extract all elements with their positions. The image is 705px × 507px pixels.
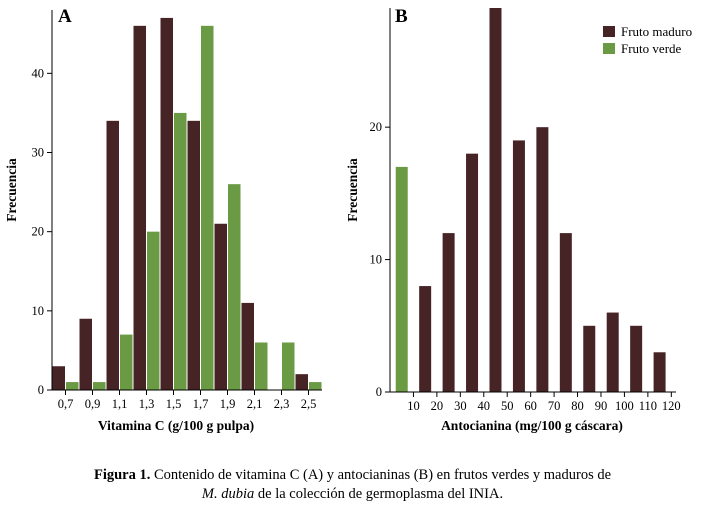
- y-tick-label-a-10: 10: [32, 304, 45, 318]
- legend-swatch-fruto-verde: [603, 43, 615, 54]
- panel-label-b: B: [395, 6, 408, 27]
- figure-caption: Figura 1. Contenido de vitamina C (A) y …: [0, 466, 705, 504]
- x-tick-label-a-0-9: 0,9: [85, 397, 101, 411]
- bar-a-fruto-verde-1-7: [201, 25, 214, 390]
- caption-species: M. dubia: [201, 486, 255, 502]
- figure: A 0,7 0,9 1,1 1,3 1,5 1,7 1,9 2,1 2,3 2,5 0 10 20 30 4…: [4, 6, 692, 433]
- y-tick-label-b-20: 20: [370, 120, 383, 134]
- bar-a-fruto-verde-1-1: [120, 334, 133, 390]
- y-tick-label-a-0: 0: [38, 383, 44, 397]
- legend-label-fruto-maduro: Fruto maduro: [621, 24, 692, 39]
- bar-b-fruto-maduro-55: [512, 140, 525, 392]
- panel-label-a: A: [58, 6, 72, 27]
- caption-line-2: M. dubia de la colección de germoplasma …: [0, 485, 705, 504]
- x-axis-title-b: Antocianina (mg/100 g cáscara): [441, 418, 623, 433]
- bars-a: [52, 17, 322, 391]
- bar-b-fruto-verde-5: [395, 166, 408, 392]
- x-tick-label-b-50: 50: [501, 399, 514, 413]
- x-tick-label-a-2-3: 2,3: [274, 397, 290, 411]
- bar-b-fruto-maduro-105: [630, 325, 643, 392]
- x-tick-label-a-2-1: 2,1: [247, 397, 263, 411]
- x-tick-label-b-20: 20: [431, 399, 444, 413]
- chart-a: A 0,7 0,9 1,1 1,3 1,5 1,7 1,9 2,1 2,3 2,5 0 10 20 30 4…: [4, 6, 322, 433]
- y-tick-label-a-20: 20: [32, 225, 45, 239]
- bar-a-fruto-verde-2-1: [255, 342, 268, 390]
- x-tick-label-a-0-7: 0,7: [58, 397, 74, 411]
- bar-a-fruto-maduro-0-9: [79, 318, 92, 390]
- bar-b-fruto-maduro-85: [583, 325, 596, 392]
- x-tick-label-a-2-5: 2,5: [301, 397, 317, 411]
- x-tick-label-b-10: 10: [407, 399, 420, 413]
- x-tick-label-a-1-9: 1,9: [220, 397, 236, 411]
- bar-b-fruto-maduro-25: [442, 233, 455, 392]
- bar-a-fruto-verde-2-5: [309, 382, 322, 390]
- x-tick-label-b-60: 60: [524, 399, 537, 413]
- x-axis-title-a: Vitamina C (g/100 g pulpa): [98, 418, 254, 433]
- axes-b: 10 20 30 40 50 60 70 80 90 100 110 120 0 10 20: [370, 8, 681, 413]
- y-tick-label-b-10: 10: [370, 253, 383, 267]
- bar-b-fruto-maduro-45: [489, 8, 502, 392]
- x-tick-label-b-110: 110: [639, 399, 657, 413]
- legend-label-fruto-verde: Fruto verde: [621, 41, 682, 56]
- x-tick-label-b-90: 90: [595, 399, 608, 413]
- x-tick-label-b-40: 40: [478, 399, 491, 413]
- bar-a-fruto-verde-0-9: [93, 382, 106, 390]
- y-tick-label-b-0: 0: [376, 385, 382, 399]
- caption-line-1: Figura 1. Contenido de vitamina C (A) y …: [0, 466, 705, 485]
- bar-a-fruto-verde-1-3: [147, 231, 160, 390]
- bar-a-fruto-verde-2-3: [282, 342, 295, 390]
- legend-swatch-fruto-maduro: [603, 26, 615, 37]
- bar-a-fruto-maduro-0-7: [52, 366, 65, 390]
- bar-a-fruto-verde-1-9: [228, 184, 241, 390]
- x-tick-label-b-80: 80: [571, 399, 584, 413]
- x-tick-label-a-1-7: 1,7: [193, 397, 209, 411]
- x-tick-label-b-30: 30: [454, 399, 467, 413]
- bar-a-fruto-maduro-2-5: [295, 374, 308, 390]
- bar-b-fruto-maduro-95: [606, 312, 619, 392]
- bar-b-fruto-maduro-75: [559, 233, 572, 392]
- caption-label: Figura 1.: [93, 467, 151, 483]
- y-tick-label-a-30: 30: [32, 146, 45, 160]
- caption-text-2: de la colección de germoplasma del INIA.: [254, 486, 504, 502]
- bar-b-fruto-maduro-15: [419, 286, 432, 392]
- bar-a-fruto-maduro-1-3: [133, 25, 146, 390]
- bar-a-fruto-maduro-2-1: [241, 302, 254, 390]
- bar-a-fruto-maduro-1-5: [160, 17, 173, 391]
- bar-a-fruto-verde-0-7: [66, 382, 79, 390]
- bar-a-fruto-maduro-1-9: [214, 223, 227, 390]
- bar-b-fruto-maduro-115: [653, 352, 666, 392]
- x-tick-label-a-1-5: 1,5: [166, 397, 182, 411]
- legend: Fruto maduro Fruto verde: [603, 24, 692, 56]
- y-axis-title-a: Frecuencia: [4, 158, 19, 222]
- bar-a-fruto-maduro-1-1: [106, 120, 119, 390]
- y-tick-label-a-40: 40: [32, 66, 45, 80]
- bar-b-fruto-maduro-35: [466, 153, 479, 392]
- bar-b-fruto-maduro-65: [536, 127, 549, 392]
- x-tick-label-b-70: 70: [548, 399, 561, 413]
- bars-b: [395, 8, 666, 392]
- caption-text-1: Contenido de vitamina C (A) y antocianin…: [150, 467, 612, 483]
- x-tick-label-a-1-3: 1,3: [139, 397, 155, 411]
- x-tick-label-b-120: 120: [662, 399, 681, 413]
- bar-a-fruto-maduro-1-7: [187, 120, 200, 390]
- x-tick-label-a-1-1: 1,1: [112, 397, 128, 411]
- x-tick-label-b-100: 100: [615, 399, 634, 413]
- chart-b: B 10 20 30 40 50 60 70 80 90 100 110 120 0 10 20 Antoc…: [345, 6, 692, 433]
- axes-a: 0,7 0,9 1,1 1,3 1,5 1,7 1,9 2,1 2,3 2,5 0 10 20 30 40: [32, 10, 322, 411]
- bar-a-fruto-verde-1-5: [174, 112, 187, 391]
- y-axis-title-b: Frecuencia: [345, 158, 360, 222]
